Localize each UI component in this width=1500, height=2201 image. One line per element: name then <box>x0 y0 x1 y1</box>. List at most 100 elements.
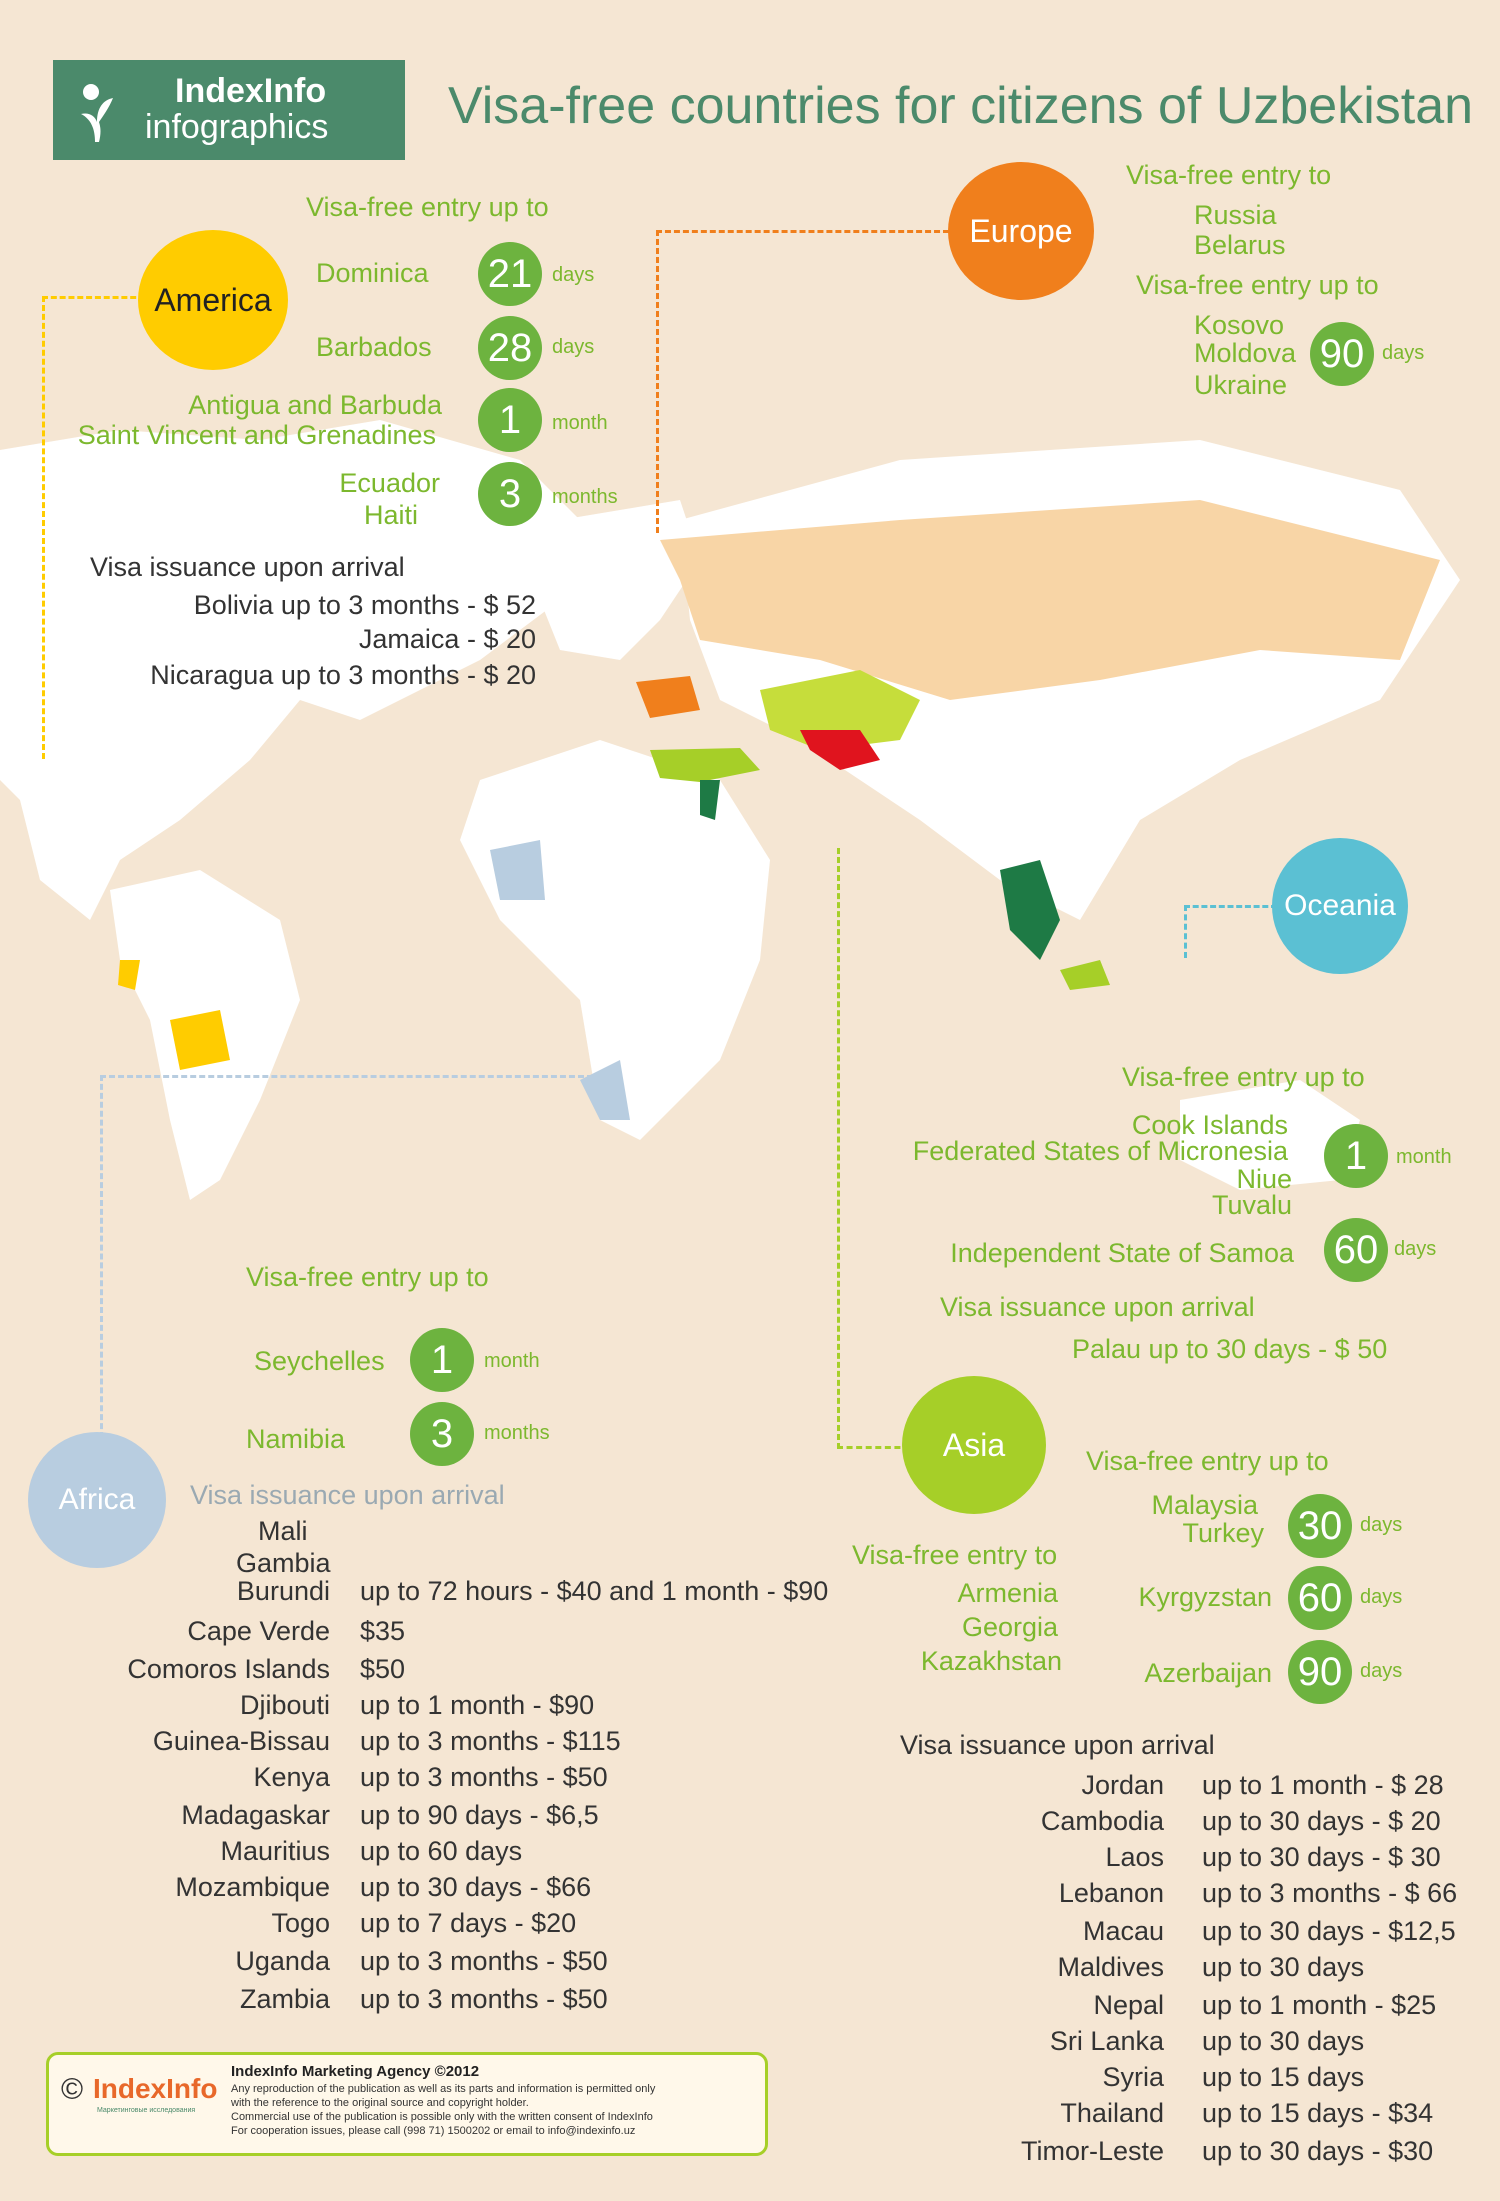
footer-copyright-icon: © <box>61 2073 83 2107</box>
asia-arrival-terms: up to 30 days - $12,5 <box>1202 1916 1456 1947</box>
oceania-country-tuvalu: Tuvalu <box>1212 1190 1292 1221</box>
oceania-unit-month: month <box>1396 1146 1452 1169</box>
asia-arrival-country: Maldives <box>1057 1952 1164 1983</box>
america-arrival-jamaica: Jamaica - $ 20 <box>359 624 536 655</box>
europe-unit-days: days <box>1382 342 1424 365</box>
footer-line4: For cooperation issues, please call (998… <box>231 2125 635 2137</box>
footer-line3: Commercial use of the publication is pos… <box>231 2111 653 2123</box>
footer-line1: Any reproduction of the publication as w… <box>231 2083 655 2095</box>
asia-arrival-country: Sri Lanka <box>1050 2026 1164 2057</box>
america-country-barbados: Barbados <box>316 332 432 363</box>
asia-arrival-terms: up to 3 months - $ 66 <box>1202 1878 1457 1909</box>
asia-arrival-terms: up to 30 days - $30 <box>1202 2136 1433 2167</box>
africa-arrival-terms: up to 3 months - $50 <box>360 1946 608 1977</box>
bolivia-shape <box>170 1010 230 1070</box>
america-unit-months: months <box>552 486 618 509</box>
europe-country-kosovo: Kosovo <box>1194 310 1284 341</box>
oceania-arrival-heading: Visa issuance upon arrival <box>940 1292 1255 1323</box>
africa-connector <box>100 1075 593 1438</box>
america-badge-21: 21 <box>478 242 542 306</box>
america-badge-3: 3 <box>478 462 542 526</box>
africa-arrival-country: Mozambique <box>175 1872 330 1903</box>
africa-unit-months: months <box>484 1422 550 1445</box>
europe-connector <box>656 230 949 533</box>
footer-box: © IndexInfo Маркетинговые исследования I… <box>46 2052 768 2156</box>
africa-arrival-terms: up to 3 months - $115 <box>360 1726 621 1757</box>
asia-unit-days: days <box>1360 1660 1402 1683</box>
asia-arrival-terms: up to 30 days - $ 30 <box>1202 1842 1441 1873</box>
africa-circle: Africa <box>28 1432 166 1568</box>
asia-country-kyrgyzstan: Kyrgyzstan <box>1138 1582 1272 1613</box>
brand-sub: infographics <box>145 108 328 147</box>
brand-logo: IndexInfo infographics <box>53 60 405 160</box>
asia-arrival-terms: up to 30 days - $ 20 <box>1202 1806 1441 1837</box>
asia-free-georgia: Georgia <box>962 1612 1058 1643</box>
page-title: Visa-free countries for citizens of Uzbe… <box>448 76 1473 136</box>
africa-arrival-terms: up to 3 months - $50 <box>360 1984 608 2015</box>
europe-free-belarus: Belarus <box>1194 230 1286 261</box>
asia-arrival-terms: up to 15 days <box>1202 2062 1364 2093</box>
america-country-saint-vincent: Saint Vincent and Grenadines <box>78 420 436 451</box>
asia-country-azerbaijan: Azerbaijan <box>1144 1658 1272 1689</box>
asia-label: Asia <box>943 1427 1005 1464</box>
asia-country-malaysia: Malaysia <box>1151 1490 1258 1521</box>
africa-arrival-country: Gambia <box>236 1548 331 1579</box>
africa-country-seychelles: Seychelles <box>254 1346 385 1377</box>
africa-arrival-heading: Visa issuance upon arrival <box>190 1480 505 1511</box>
oceania-country-micronesia: Federated States of Micronesia <box>913 1136 1288 1167</box>
europe-heading-free: Visa-free entry to <box>1126 160 1331 191</box>
africa-arrival-country: Guinea-Bissau <box>153 1726 330 1757</box>
europe-circle: Europe <box>948 162 1094 300</box>
asia-arrival-country: Timor-Leste <box>1021 2136 1164 2167</box>
africa-arrival-terms: up to 30 days - $66 <box>360 1872 591 1903</box>
america-badge-28: 28 <box>478 316 542 380</box>
asia-country-turkey: Turkey <box>1182 1518 1264 1549</box>
africa-arrival-terms: up to 7 days - $20 <box>360 1908 576 1939</box>
oceania-arrival-palau: Palau up to 30 days - $ 50 <box>1072 1334 1387 1365</box>
asia-arrival-country: Nepal <box>1093 1990 1164 2021</box>
america-unit-days: days <box>552 264 594 287</box>
africa-arrival-country: Burundi <box>237 1576 330 1607</box>
asia-arrival-country: Thailand <box>1060 2098 1164 2129</box>
africa-arrival-country: Madagaskar <box>181 1800 330 1831</box>
oceania-heading: Visa-free entry up to <box>1122 1062 1365 1093</box>
america-country-antigua: Antigua and Barbuda <box>188 390 442 421</box>
asia-arrival-country: Syria <box>1102 2062 1164 2093</box>
oceania-badge-60: 60 <box>1324 1218 1388 1282</box>
europe-label: Europe <box>969 213 1072 250</box>
asia-unit-days: days <box>1360 1586 1402 1609</box>
sprout-icon <box>75 78 115 142</box>
asia-badge-30: 30 <box>1288 1494 1352 1558</box>
europe-badge-90: 90 <box>1310 322 1374 386</box>
asia-arrival-country: Lebanon <box>1059 1878 1164 1909</box>
america-arrival-heading: Visa issuance upon arrival <box>90 552 405 583</box>
oceania-label: Oceania <box>1284 889 1396 923</box>
asia-arrival-terms: up to 30 days <box>1202 1952 1364 1983</box>
africa-label: Africa <box>59 1483 136 1517</box>
africa-arrival-country: Cape Verde <box>187 1616 330 1647</box>
footer-logo: IndexInfo <box>93 2073 217 2105</box>
turkey-shape <box>650 748 760 782</box>
asia-arrival-terms: up to 30 days <box>1202 2026 1364 2057</box>
europe-free-russia: Russia <box>1194 200 1277 231</box>
america-heading: Visa-free entry up to <box>306 192 549 223</box>
asia-arrival-terms: up to 1 month - $ 28 <box>1202 1770 1444 1801</box>
footer-line2: with the reference to the original sourc… <box>231 2097 529 2109</box>
oceania-unit-days: days <box>1394 1238 1436 1261</box>
africa-arrival-country: Mali <box>258 1516 308 1547</box>
africa-arrival-country: Zambia <box>240 1984 330 2015</box>
africa-arrival-terms: up to 72 hours - $40 and 1 month - $90 <box>360 1576 828 1607</box>
footer-logo-sub: Маркетинговые исследования <box>97 2107 195 2114</box>
america-country-haiti: Haiti <box>364 500 418 531</box>
america-connector <box>42 296 145 759</box>
asia-free-armenia: Armenia <box>957 1578 1058 1609</box>
africa-badge-1: 1 <box>410 1328 474 1392</box>
africa-arrival-terms: up to 90 days - $6,5 <box>360 1800 599 1831</box>
africa-arrival-terms: $50 <box>360 1654 405 1685</box>
asia-arrival-terms: up to 1 month - $25 <box>1202 1990 1436 2021</box>
asia-badge-60: 60 <box>1288 1566 1352 1630</box>
africa-arrival-country: Mauritius <box>220 1836 330 1867</box>
malaysia-shape <box>1060 960 1110 990</box>
africa-arrival-terms: up to 1 month - $90 <box>360 1690 594 1721</box>
africa-arrival-country: Uganda <box>235 1946 330 1977</box>
